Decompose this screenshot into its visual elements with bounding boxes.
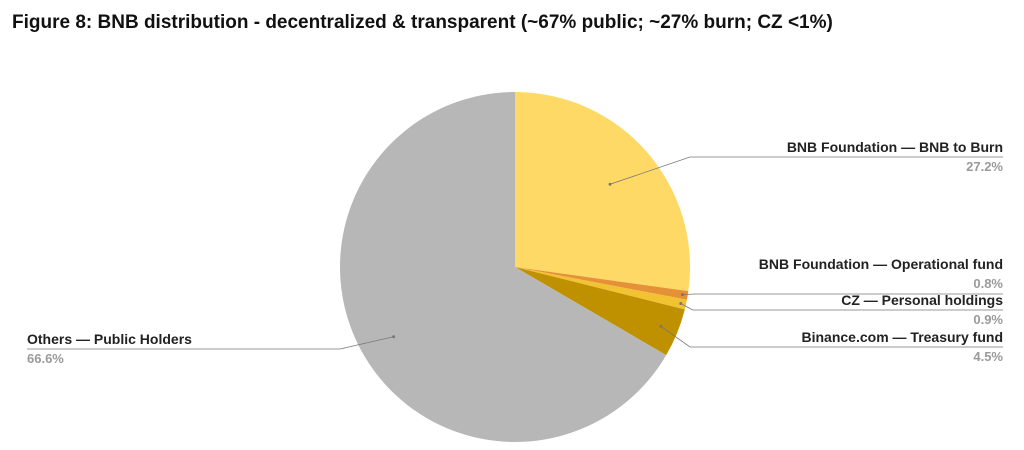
slice-value-label: 27.2% [966, 159, 1003, 174]
leader-line [27, 336, 394, 350]
leader-dot [679, 302, 683, 306]
slice-name: Binance.com — Treasury fund [802, 329, 1004, 345]
pie-slice [515, 267, 689, 300]
leader-dot [680, 293, 684, 297]
pie-slice [340, 92, 667, 443]
chart-title: Figure 8: BNB distribution - decentraliz… [12, 12, 833, 33]
slice-value-label: 0.8% [973, 276, 1003, 291]
slice-name: BNB Foundation — BNB to Burn [787, 139, 1003, 155]
slice-value-label: 4.5% [973, 349, 1003, 364]
slice-name: Others — Public Holders [27, 331, 192, 347]
leader-line [680, 303, 1003, 311]
pie-slice [515, 267, 685, 356]
pie-slice [515, 267, 687, 310]
leader-dot [608, 182, 612, 186]
leader-line [609, 156, 1003, 185]
leader-dot [392, 335, 396, 339]
leader-dot [659, 324, 663, 328]
leader-line [682, 293, 1003, 296]
slice-value-label: 0.9% [973, 312, 1003, 327]
slice-name: BNB Foundation — Operational fund [759, 256, 1003, 272]
slice-value-label: 66.6% [27, 351, 64, 366]
leader-line [660, 326, 1003, 348]
slice-name: CZ — Personal holdings [841, 292, 1003, 308]
pie-slice [515, 92, 690, 292]
